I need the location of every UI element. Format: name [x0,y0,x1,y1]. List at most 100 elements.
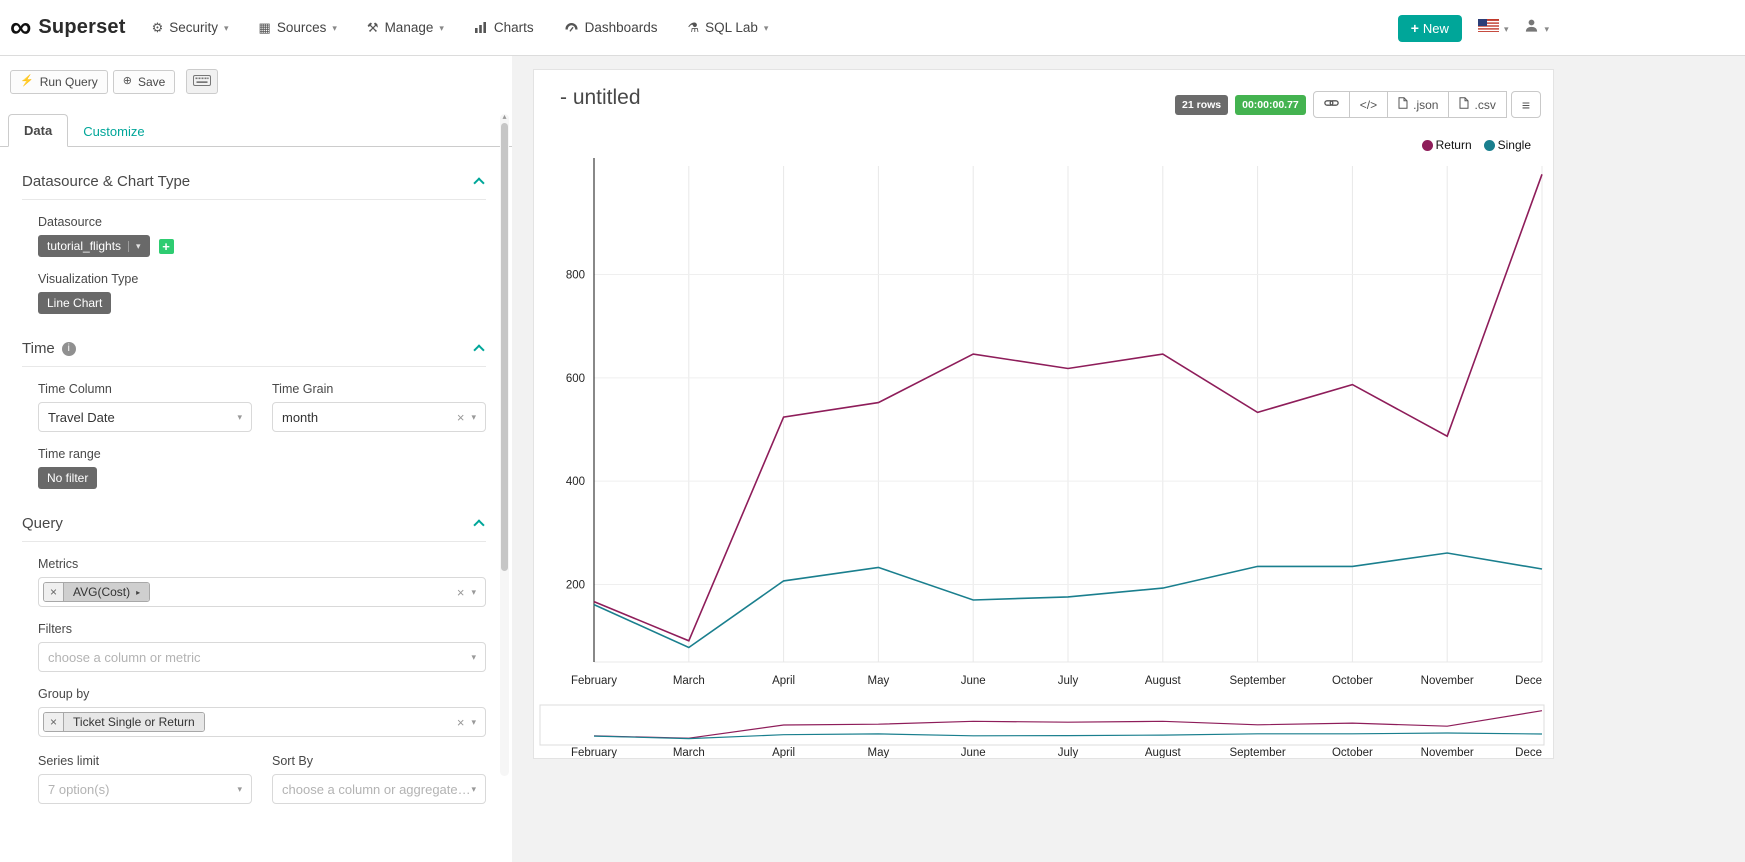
single-series-dot [1483,139,1495,151]
time-grain-select[interactable]: month × ▾ [272,402,486,432]
explore-control-panel: ⚡ Run Query ⊕ Save Data Customize Dataso… [0,56,512,862]
nav-label: SQL Lab [705,20,758,35]
section-header-query[interactable]: Query [22,515,486,532]
svg-text:600: 600 [566,373,585,385]
time-range-label: Time range [38,447,101,461]
chevron-down-icon: ▾ [224,23,229,33]
nav-item-dashboards[interactable]: Dashboards [564,20,657,35]
main-content: ⚡ Run Query ⊕ Save Data Customize Dataso… [0,56,1745,862]
svg-text:July: July [1058,675,1079,687]
remove-group-by-icon[interactable]: × [44,713,65,731]
nav-item-sources[interactable]: ▦ Sources ▾ [259,20,337,35]
scrollbar-thumb[interactable] [501,123,508,571]
chevron-down-icon: ▾ [471,716,476,727]
superset-home-link[interactable]: ∞ Superset [10,12,126,43]
datasource-value: tutorial_flights [47,239,122,253]
add-datasource-icon[interactable]: + [158,238,174,254]
time-grain-value: month [282,409,319,425]
code-icon: </> [1359,97,1378,112]
nav-item-security[interactable]: ⚙ Security ▾ [152,20,229,35]
svg-text:October: October [1332,675,1373,687]
chevron-down-icon: ▾ [128,240,141,252]
viz-type-button[interactable]: Line Chart [38,292,112,314]
file-icon [1459,97,1469,112]
datasource-select[interactable]: tutorial_flights ▾ [38,235,150,257]
chevron-down-icon: ▾ [1503,23,1509,34]
nav-label: Security [169,20,219,35]
metric-token-label: AVG(Cost) [73,585,131,599]
legend-label-return: Return [1435,138,1472,152]
divider [22,199,486,200]
chevron-down-icon: ▾ [763,23,769,33]
time-column-label: Time Column [38,382,112,396]
group-by-select[interactable]: × Ticket Single or Return × ▾ [38,707,486,737]
sort-by-select[interactable]: choose a column or aggregate f... ▾ [272,774,486,804]
clear-icon[interactable]: × [456,714,465,730]
panel-scrollbar[interactable]: ▴ [500,112,509,776]
section-title: Datasource & Chart Type [22,173,191,190]
nav-label: Sources [276,20,327,35]
time-column-select[interactable]: Travel Date ▾ [38,402,252,432]
keyboard-shortcuts-button[interactable] [186,69,219,94]
chevron-down-icon: ▾ [439,23,444,33]
export-csv-button[interactable]: .csv [1448,91,1507,118]
user-menu[interactable]: ▾ [1524,18,1549,38]
divider [22,541,486,542]
save-label: Save [137,74,166,89]
bar-chart-icon [474,21,488,34]
metrics-label: Metrics [38,557,79,571]
remove-metric-icon[interactable]: × [44,583,65,601]
svg-text:March: March [673,675,705,687]
line-chart[interactable]: 200 400 600 800 February March April May June Jul… [536,154,1551,699]
series-limit-select[interactable]: 7 option(s) ▾ [38,774,252,804]
clear-icon[interactable]: × [456,584,465,600]
svg-text:Dece: Dece [1515,747,1542,759]
nav-menu: ⚙ Security ▾ ▦ Sources ▾ ⚒ Manage ▾ Char… [152,20,769,35]
tab-customize[interactable]: Customize [83,124,145,139]
file-icon [1398,97,1408,112]
run-query-button[interactable]: ⚡ Run Query [10,69,108,94]
svg-text:February: February [571,675,617,687]
chart-title[interactable]: - untitled [560,86,641,109]
export-json-button[interactable]: .json [1387,91,1450,118]
viz-type-label: Visualization Type [38,272,139,286]
flask-icon: ⚗ [687,20,700,35]
chart-menu-button[interactable]: ≡ [1510,91,1541,118]
navbar-right: + New ▾ ▾ [1397,0,1549,56]
filters-select[interactable]: choose a column or metric ▾ [38,642,486,672]
scroll-up-arrow-icon[interactable]: ▴ [502,112,507,121]
nav-item-manage[interactable]: ⚒ Manage ▾ [367,20,444,35]
clear-icon[interactable]: × [456,409,465,425]
table-icon: ▦ [258,20,271,35]
svg-text:July: July [1058,747,1079,759]
share-link-button[interactable] [1312,91,1350,118]
svg-text:400: 400 [566,476,585,488]
section-title: Time [22,340,55,357]
view-query-button[interactable]: </> [1348,91,1389,118]
chevron-up-icon [473,177,485,189]
navbar: ∞ Superset ⚙ Security ▾ ▦ Sources ▾ ⚒ Ma… [0,0,1745,56]
plus-icon: + [1410,20,1419,36]
series-limit-value: 7 option(s) [48,781,110,797]
save-button[interactable]: ⊕ Save [112,69,176,94]
group-by-token[interactable]: × Ticket Single or Return [43,712,205,732]
section-title: Query [22,515,63,532]
section-header-time[interactable]: Time i [22,340,486,357]
nav-item-charts[interactable]: Charts [474,20,534,35]
run-query-label: Run Query [39,74,98,89]
time-range-button[interactable]: No filter [38,467,98,489]
tab-data[interactable]: Data [8,114,69,147]
legend-item-single[interactable]: Single [1483,138,1531,152]
metrics-select[interactable]: × AVG(Cost) ▸ × ▾ [38,577,486,607]
metric-token[interactable]: × AVG(Cost) ▸ [43,582,151,602]
line-chart-brush-preview[interactable]: February March April May June July August Septe… [536,701,1551,759]
new-button-label: New [1422,20,1449,36]
svg-text:June: June [961,675,986,687]
time-column-value: Travel Date [48,409,115,425]
nav-item-sql-lab[interactable]: ⚗ SQL Lab ▾ [687,20,768,35]
new-button[interactable]: + New [1397,14,1462,42]
language-selector[interactable]: ▾ [1477,19,1509,37]
section-header-datasource-chart-type[interactable]: Datasource & Chart Type [22,173,486,190]
legend-item-return[interactable]: Return [1421,138,1472,152]
svg-text:200: 200 [566,580,585,592]
